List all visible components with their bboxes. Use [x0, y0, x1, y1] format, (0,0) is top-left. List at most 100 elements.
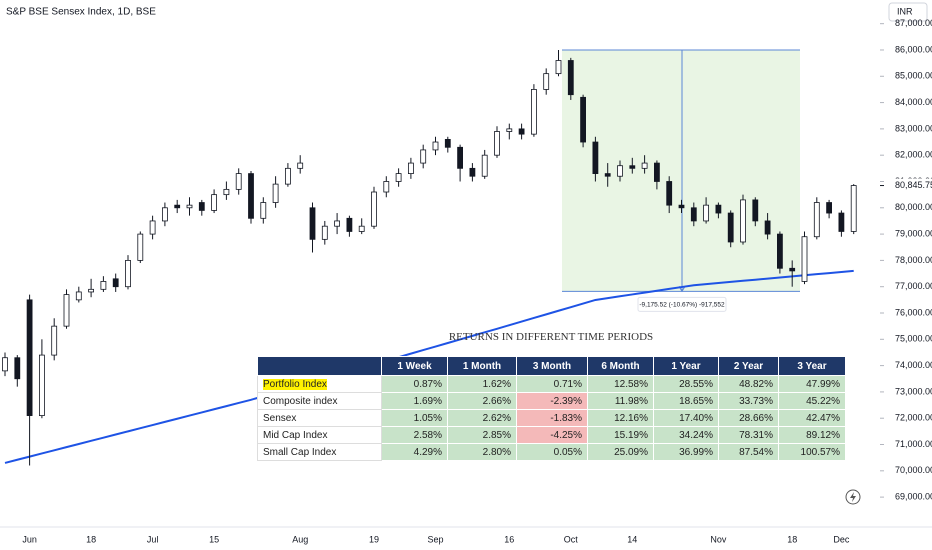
measure-label: -9,175.52 (-10.67%) -917,552 — [639, 302, 725, 309]
value-cell: 33.73% — [718, 392, 779, 410]
candle-body — [272, 183, 279, 203]
header-cell: 3 Month — [516, 356, 588, 376]
value-cell: 2.58% — [381, 426, 448, 444]
chart-title: S&P BSE Sensex Index, 1D, BSE — [6, 7, 156, 18]
candle-body — [334, 220, 341, 227]
value-cell: 12.58% — [587, 375, 654, 393]
row-label: Sensex — [257, 409, 382, 427]
row-label: Mid Cap Index — [257, 426, 382, 444]
candle-body — [51, 325, 58, 356]
candle-body — [531, 89, 537, 135]
value-cell: 28.66% — [718, 409, 779, 427]
candle-body — [567, 60, 574, 96]
y-tick-label: 78,000.00 — [895, 255, 932, 265]
table-row: Sensex 1.05% 2.62% -1.83% 12.16% 17.40% 28.66%… — [257, 409, 846, 427]
table-row: Portfolio Index 0.87% 1.62% 0.71% 12.58% 28.5… — [257, 375, 846, 393]
value-cell: 1.69% — [381, 392, 448, 410]
candle-body — [654, 162, 660, 182]
value-cell: 36.99% — [653, 443, 719, 461]
x-tick-label: Dec — [833, 534, 850, 544]
currency-button[interactable] — [888, 2, 928, 22]
y-tick-label: 80,000.00 — [895, 202, 932, 212]
candle-body — [506, 128, 513, 132]
last-price-label: 80,845.75 — [895, 180, 932, 190]
y-tick-label: 82,000.00 — [895, 150, 932, 160]
table-row: Mid Cap Index 2.58% 2.85% -4.25% 15.19% 34.24… — [257, 426, 846, 444]
candle-body — [211, 194, 218, 211]
table-title: RETURNS IN DIFFERENT TIME PERIODS — [448, 331, 654, 343]
y-tick-label: 83,000.00 — [895, 123, 932, 133]
candle-body — [826, 202, 832, 214]
row-label-text: Portfolio Index — [263, 378, 327, 390]
value-cell: 2.62% — [447, 409, 517, 427]
x-tick-label: Nov — [710, 534, 727, 544]
candle-body — [125, 259, 131, 288]
value-cell: 17.40% — [653, 409, 719, 427]
value-cell: 28.55% — [653, 375, 719, 393]
candle-body — [346, 217, 353, 232]
header-corner — [257, 356, 382, 376]
table-row: Small Cap Index 4.29% 2.80% 0.05% 25.09% 36.9… — [257, 443, 846, 461]
candle-body — [260, 202, 267, 219]
header-cell: 1 Year — [653, 356, 719, 376]
value-cell: 42.47% — [778, 409, 846, 427]
icon-bolt[interactable] — [850, 492, 856, 502]
x-tick-label: Oct — [564, 534, 579, 544]
candle-body — [838, 212, 845, 232]
candle-body — [604, 173, 611, 177]
value-cell: 45.22% — [778, 392, 846, 410]
y-tick-label: 79,000.00 — [895, 228, 932, 238]
candle-body — [284, 167, 291, 185]
returns-table: 1 Week 1 Month 3 Month 6 Month 1 Year 2 Year 3… — [257, 356, 846, 461]
candle-body — [223, 188, 230, 196]
candle-body — [149, 220, 156, 235]
candle-body — [100, 281, 107, 290]
candle-body — [137, 233, 144, 261]
candle-body — [813, 202, 820, 238]
candle-body — [764, 220, 771, 235]
value-cell: 2.80% — [447, 443, 517, 461]
candle-body — [518, 128, 525, 135]
candle-body — [358, 225, 365, 232]
candle-body — [395, 173, 402, 182]
candle-body — [801, 236, 808, 282]
value-cell: 2.66% — [447, 392, 517, 410]
candle-body — [715, 204, 722, 214]
candle-body — [777, 233, 783, 269]
x-tick-label: 18 — [787, 534, 797, 544]
candle-body — [481, 154, 488, 177]
value-cell: 15.19% — [587, 426, 654, 444]
measure-area — [562, 49, 800, 292]
candle-body — [14, 357, 21, 380]
candle-body — [432, 141, 439, 151]
value-cell: 34.24% — [653, 426, 719, 444]
candle-body — [740, 199, 746, 243]
candle-body — [678, 204, 685, 209]
candle-body — [789, 267, 796, 272]
value-cell: 18.65% — [653, 392, 719, 410]
header-row: 1 Week 1 Month 3 Month 6 Month 1 Year 2 Year 3… — [257, 356, 846, 376]
replay-icon[interactable] — [845, 489, 861, 505]
icon-circle[interactable] — [845, 489, 861, 505]
x-tick-label: Jun — [22, 534, 37, 544]
y-tick-label: 85,000.00 — [895, 71, 932, 81]
value-cell: -4.25% — [516, 426, 588, 444]
y-tick-label: 72,000.00 — [895, 413, 932, 423]
value-cell: 1.62% — [447, 375, 517, 393]
value-cell: -1.83% — [516, 409, 588, 427]
y-tick-label: 86,000.00 — [895, 44, 932, 54]
measure-label-box — [637, 296, 727, 312]
candle-body — [690, 207, 697, 222]
row-label-text: Sensex — [263, 412, 297, 424]
candle-body — [580, 96, 586, 143]
candle-body — [555, 60, 562, 75]
value-cell: 0.05% — [516, 443, 588, 461]
value-cell: 78.31% — [718, 426, 779, 444]
currency-label[interactable]: INR — [897, 6, 913, 16]
value-cell: 2.85% — [447, 426, 517, 444]
candle-body — [39, 354, 45, 416]
y-tick-label: 77,000.00 — [895, 281, 932, 291]
value-cell: 87.54% — [718, 443, 779, 461]
candle-body — [727, 212, 734, 243]
